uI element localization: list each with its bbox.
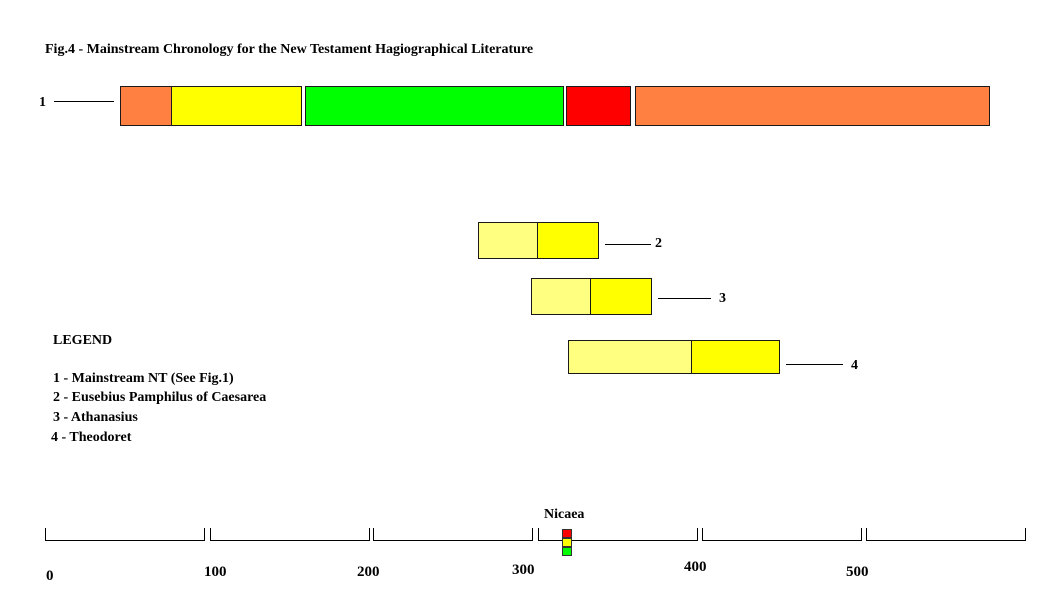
row-1-segment-yellow bbox=[171, 86, 302, 126]
legend-item-2: 2 - Eusebius Pamphilus of Caesarea bbox=[53, 390, 267, 405]
legend-item-4: 4 - Theodoret bbox=[51, 430, 132, 445]
legend-heading: LEGEND bbox=[53, 333, 113, 348]
row-2-leader-line bbox=[605, 244, 651, 245]
axis-segment-3 bbox=[373, 528, 533, 541]
row-1-segment-orange-start bbox=[120, 86, 172, 126]
row-1-leader-line bbox=[54, 101, 114, 102]
row-3-segment-yellow bbox=[590, 278, 652, 315]
row-label-3: 3 bbox=[719, 291, 726, 306]
row-label-2: 2 bbox=[655, 236, 662, 251]
row-4-leader-line bbox=[786, 364, 843, 365]
row-1-segment-orange-end bbox=[635, 86, 990, 126]
row-label-1: 1 bbox=[39, 95, 46, 110]
axis-tick-100: 100 bbox=[204, 564, 227, 580]
axis-segment-5 bbox=[702, 528, 862, 541]
axis-tick-400: 400 bbox=[684, 559, 707, 575]
row-2-segment-light-yellow bbox=[478, 222, 538, 259]
row-label-4: 4 bbox=[851, 358, 858, 373]
axis-tick-0: 0 bbox=[46, 568, 54, 584]
axis-tick-300: 300 bbox=[512, 562, 535, 578]
figure-title: Fig.4 - Mainstream Chronology for the Ne… bbox=[45, 42, 534, 57]
nicaea-label: Nicaea bbox=[544, 507, 585, 522]
nicaea-marker-red bbox=[562, 529, 572, 538]
axis-segment-1 bbox=[45, 528, 205, 541]
row-2-segment-yellow bbox=[537, 222, 599, 259]
row-3-leader-line bbox=[658, 298, 711, 299]
axis-tick-200: 200 bbox=[357, 564, 380, 580]
row-1-segment-red bbox=[566, 86, 631, 126]
legend-item-1: 1 - Mainstream NT (See Fig.1) bbox=[53, 371, 234, 386]
axis-tick-500: 500 bbox=[846, 564, 869, 580]
row-3-segment-light-yellow bbox=[531, 278, 591, 315]
row-1-segment-green bbox=[305, 86, 564, 126]
axis-segment-6 bbox=[866, 528, 1026, 541]
row-4-segment-light-yellow bbox=[568, 340, 692, 374]
axis-segment-4 bbox=[538, 528, 698, 541]
nicaea-marker-green bbox=[562, 547, 572, 556]
nicaea-marker-yellow bbox=[562, 538, 572, 547]
legend-item-3: 3 - Athanasius bbox=[53, 410, 138, 425]
axis-segment-2 bbox=[210, 528, 370, 541]
row-4-segment-yellow bbox=[691, 340, 780, 374]
